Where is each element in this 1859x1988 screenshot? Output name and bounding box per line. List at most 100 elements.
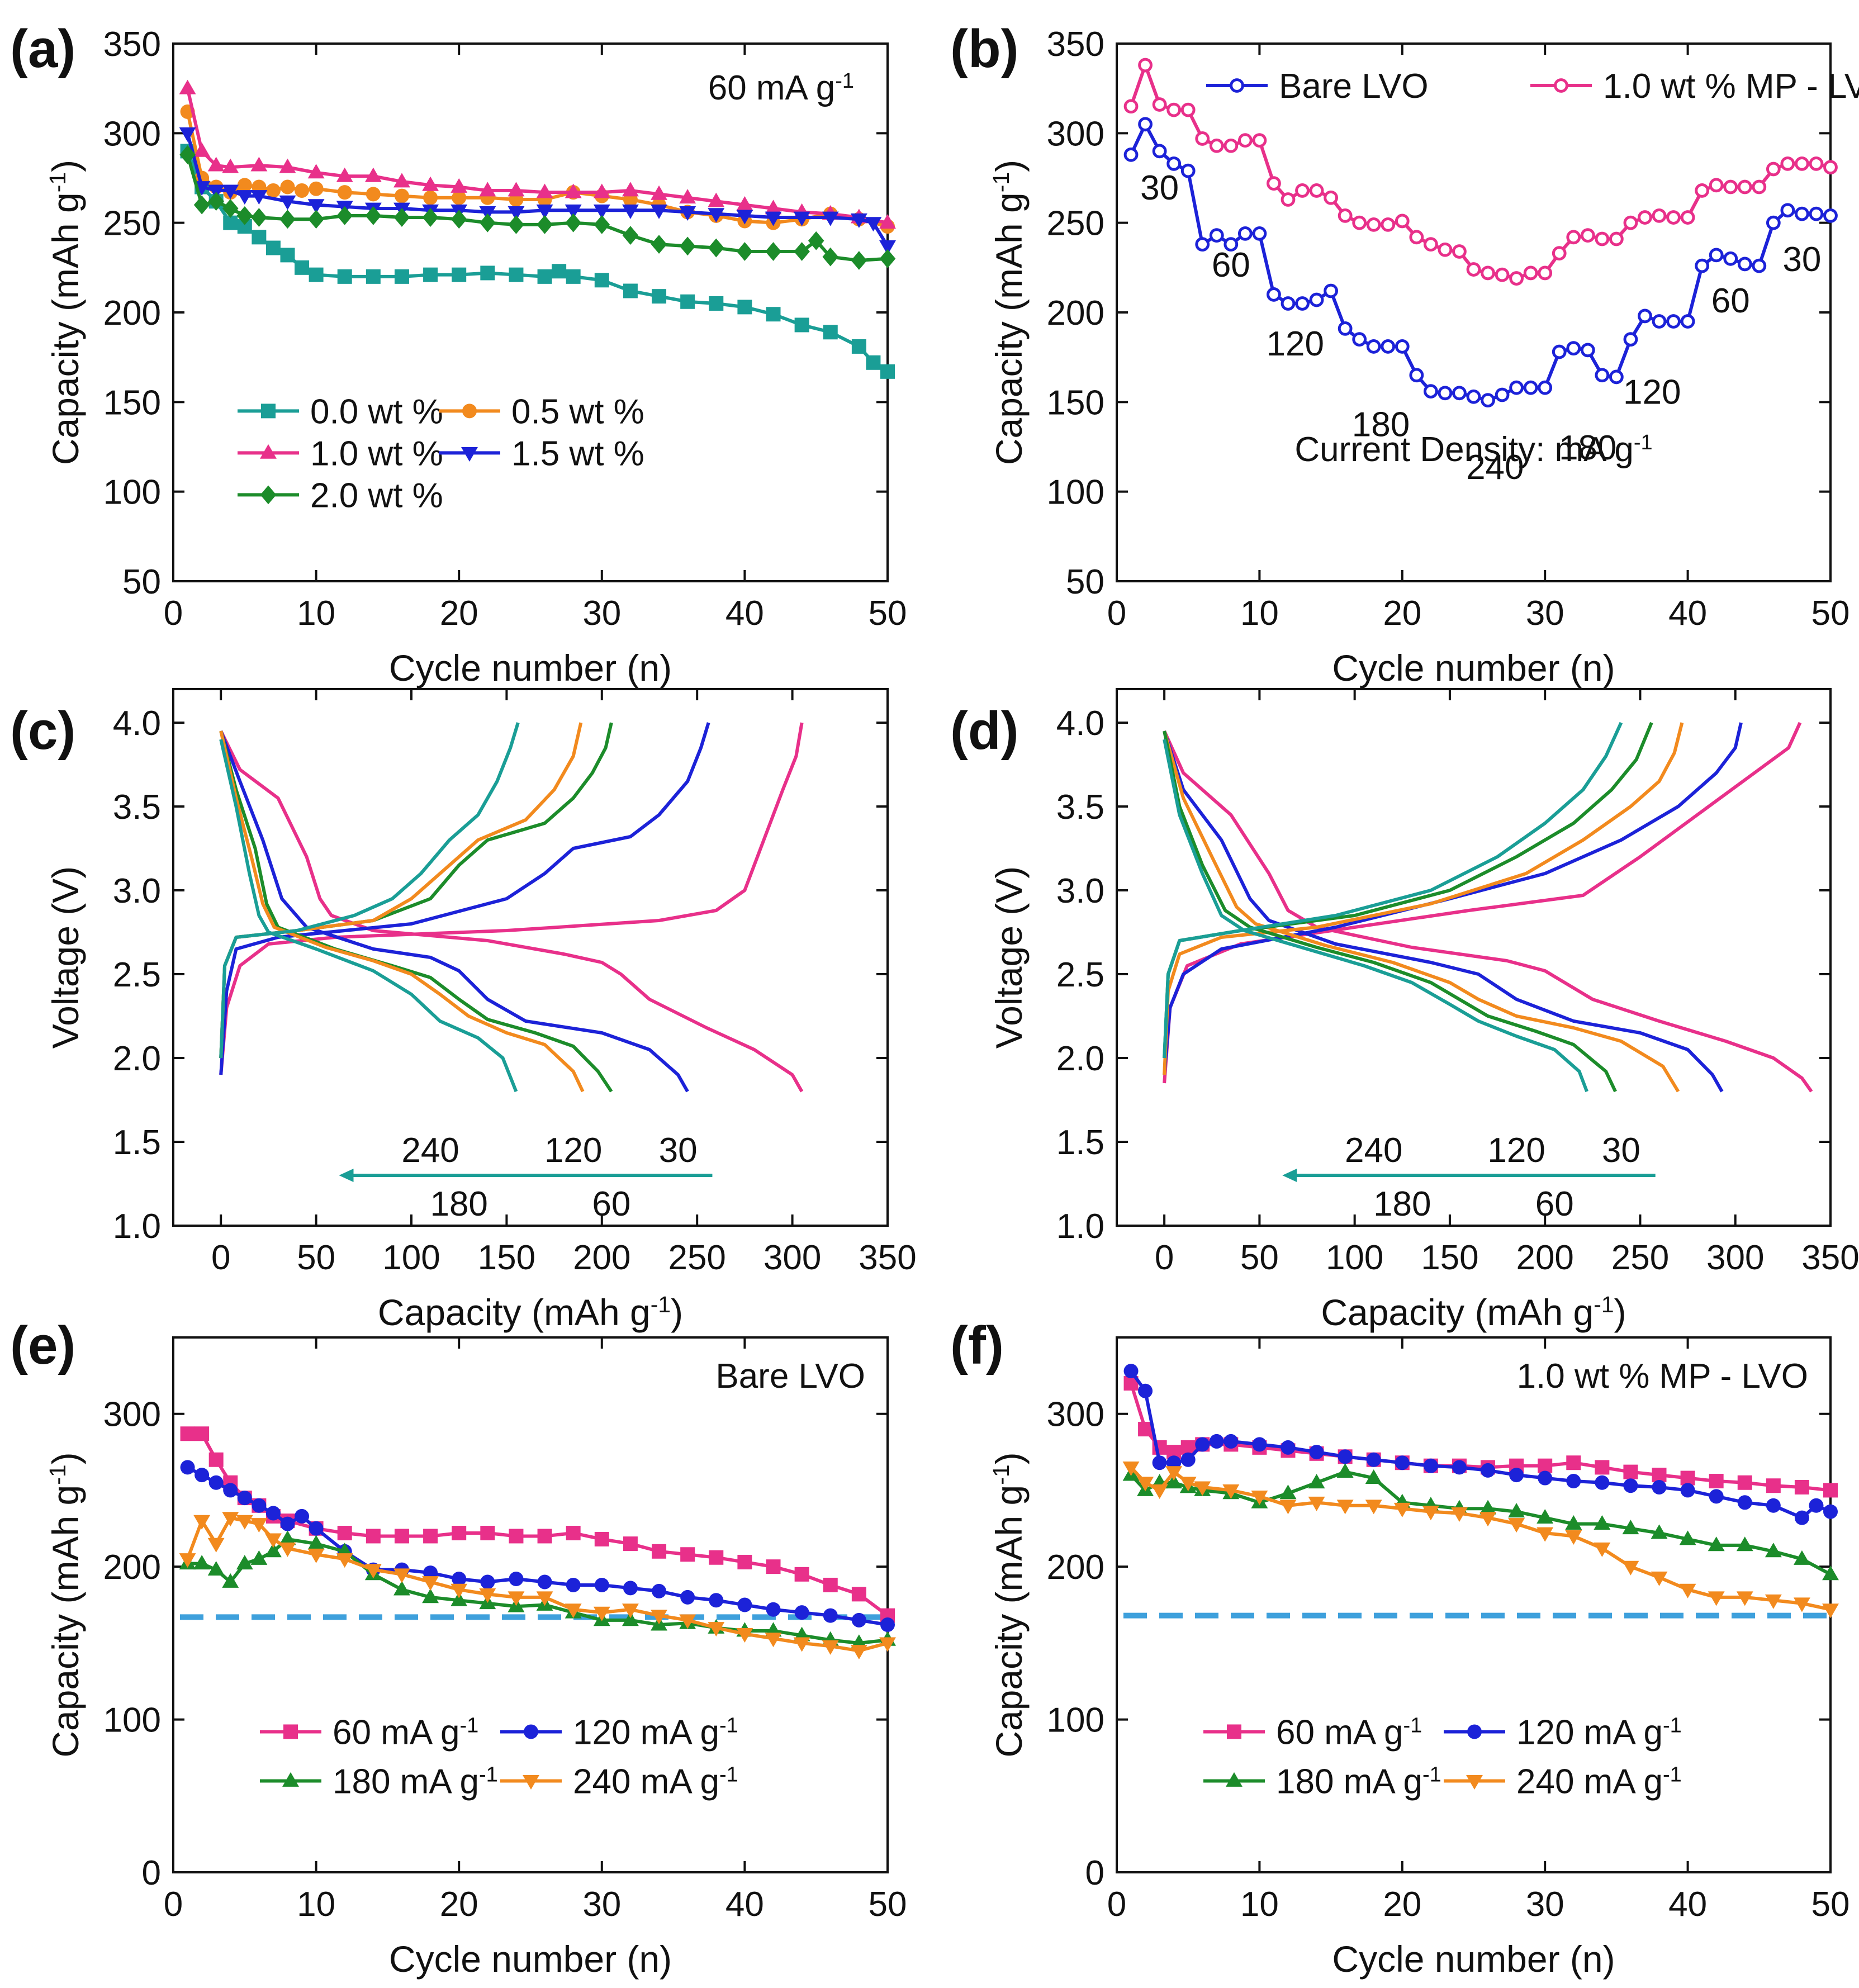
x-axis-label-base: Capacity (mAh g: [1321, 1292, 1594, 1333]
y-tick-label: 100: [103, 473, 161, 512]
x-tick-label: 0: [1107, 1885, 1126, 1924]
y-tick-label: 4.0: [113, 704, 161, 743]
data-point: [1137, 1477, 1154, 1492]
y-tick-label: 100: [103, 1701, 161, 1740]
x-axis-label: Capacity (mAh g-1): [1321, 1292, 1626, 1333]
legend-marker: [1554, 78, 1568, 93]
data-point: [1194, 1481, 1211, 1496]
data-point: [1622, 1560, 1639, 1576]
data-point: [222, 158, 239, 173]
y-tick-label: 250: [103, 205, 161, 243]
data-point: [1795, 156, 1809, 171]
data-point: [1152, 1455, 1167, 1470]
data-point: [508, 206, 525, 221]
rate-label: 120: [1623, 373, 1681, 412]
data-point: [794, 242, 810, 261]
data-point: [1451, 1507, 1468, 1522]
data-point: [1352, 215, 1367, 230]
legend-label: 180 mA g-1: [1276, 1762, 1441, 1801]
data-point: [536, 183, 553, 198]
legend-label-base: 60 mA g: [333, 1713, 459, 1752]
data-point: [565, 204, 582, 219]
data-point: [295, 260, 310, 275]
x-axis-label: Capacity (mAh g-1): [378, 1292, 683, 1333]
y-axis-label: Voltage (V): [988, 866, 1030, 1049]
legend-label: 1.0 wt %: [310, 434, 443, 473]
y-tick-label: 200: [1047, 294, 1104, 333]
data-point: [179, 79, 196, 94]
legend-label-sup: -1: [1663, 1714, 1682, 1737]
discharge-curve: [219, 739, 518, 1093]
legend-label-sup: -1: [479, 1763, 498, 1786]
series-0: [180, 144, 895, 379]
legend-marker: [260, 485, 277, 505]
x-tick-label: 50: [297, 1239, 335, 1277]
data-point: [479, 1588, 496, 1603]
x-tick-label: 0: [164, 594, 183, 633]
data-point: [1395, 213, 1410, 229]
discharge-curve: [1163, 730, 1813, 1093]
data-point: [1509, 380, 1524, 395]
data-point: [295, 1508, 310, 1524]
rate-label: 180: [1373, 1185, 1431, 1223]
data-point: [766, 1602, 781, 1617]
data-point: [1479, 1500, 1496, 1515]
data-point: [651, 204, 667, 219]
data-point: [252, 230, 267, 245]
data-point: [1381, 217, 1396, 232]
data-point: [1566, 1474, 1581, 1489]
data-point: [366, 1529, 381, 1544]
data-point: [1538, 380, 1553, 395]
data-point: [537, 215, 553, 234]
data-point: [1623, 1478, 1638, 1493]
data-point: [1666, 314, 1681, 329]
data-point: [1538, 1470, 1553, 1486]
data-point: [280, 1516, 295, 1531]
data-point: [365, 206, 382, 225]
discharge-curve: [1163, 730, 1617, 1093]
data-point: [1809, 156, 1824, 171]
data-point: [823, 1608, 838, 1623]
data-point: [250, 156, 268, 172]
data-point: [1523, 265, 1538, 281]
data-point: [1223, 237, 1239, 252]
x-tick-label: 40: [725, 1885, 764, 1924]
data-point: [651, 1610, 667, 1625]
panel-label: (d): [950, 701, 1019, 761]
data-point: [1452, 244, 1467, 259]
data-point: [1209, 228, 1224, 243]
data-point: [1495, 267, 1510, 282]
data-point: [452, 190, 467, 205]
data-point: [1566, 1455, 1581, 1470]
data-point: [1680, 1470, 1695, 1486]
data-point: [208, 1475, 224, 1490]
data-point: [480, 1525, 495, 1540]
data-point: [709, 1593, 724, 1608]
data-point: [509, 1529, 524, 1544]
data-point: [1481, 265, 1495, 281]
x-tick-label: 50: [1811, 1885, 1850, 1924]
y-tick-label: 2.0: [113, 1040, 161, 1078]
data-point: [1381, 339, 1396, 354]
plot-frame: [172, 688, 889, 1227]
data-point: [708, 192, 725, 207]
data-point: [1736, 1591, 1753, 1606]
data-point: [1252, 226, 1267, 241]
data-point: [1652, 208, 1667, 223]
x-axis-label: Cycle number (n): [389, 647, 672, 689]
legend-label-base: 240 mA g: [1516, 1762, 1663, 1801]
y-axis-label: Voltage (V): [45, 866, 86, 1049]
legend-label: 2.0 wt %: [310, 476, 443, 515]
data-point: [195, 1468, 210, 1483]
data-point: [1365, 1469, 1382, 1484]
legend-label: 180 mA g-1: [333, 1762, 498, 1801]
data-point: [423, 267, 438, 282]
data-point: [1565, 1515, 1582, 1530]
data-point: [1594, 1515, 1611, 1530]
data-point: [309, 181, 324, 196]
data-point: [1708, 1591, 1725, 1606]
series-2: [1122, 1463, 1839, 1581]
data-point: [508, 1591, 525, 1606]
x-axis-label: Cycle number (n): [1332, 647, 1615, 689]
data-point: [1251, 1490, 1268, 1505]
